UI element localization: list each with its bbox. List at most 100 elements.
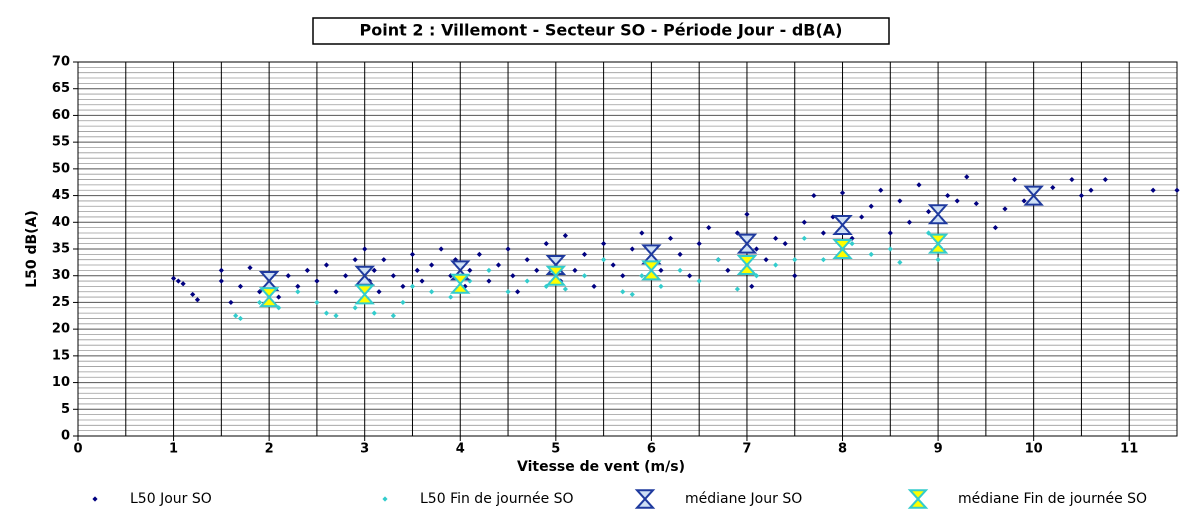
- marks: [170, 174, 1180, 322]
- point: [687, 273, 693, 279]
- legend-label: médiane Jour SO: [685, 491, 802, 507]
- point: [601, 257, 607, 263]
- point: [352, 305, 358, 311]
- point: [591, 283, 597, 289]
- y-tick-label: 45: [52, 188, 70, 203]
- median-marker: [641, 260, 662, 281]
- point: [419, 278, 425, 284]
- point: [925, 209, 932, 215]
- point: [992, 225, 999, 231]
- point: [534, 267, 540, 273]
- x-tick-label: 6: [647, 442, 656, 457]
- median-marker: [258, 287, 280, 308]
- point: [428, 289, 435, 295]
- point: [515, 289, 521, 295]
- point: [629, 246, 635, 252]
- point: [973, 200, 979, 207]
- point: [562, 233, 568, 239]
- point: [371, 267, 377, 273]
- title-box: [312, 17, 890, 45]
- point: [868, 251, 874, 257]
- point: [830, 214, 836, 220]
- median-marker: [736, 255, 758, 276]
- point: [744, 211, 750, 217]
- x-tick-label: 5: [551, 442, 560, 457]
- point: [476, 251, 482, 257]
- y-tick-label: 25: [52, 295, 70, 310]
- point: [878, 187, 884, 193]
- point: [849, 241, 855, 247]
- point: [715, 257, 721, 263]
- median-marker: [927, 233, 949, 254]
- point: [390, 313, 396, 319]
- point: [677, 267, 683, 273]
- x-tick-label: 1: [169, 442, 178, 457]
- point: [342, 273, 349, 279]
- point: [314, 299, 320, 306]
- point: [543, 283, 549, 289]
- point: [276, 294, 282, 300]
- point: [218, 278, 224, 284]
- median-marker: [832, 239, 853, 259]
- y-tick-label: 50: [52, 161, 70, 176]
- point: [1174, 187, 1180, 193]
- point: [763, 257, 769, 263]
- legend-symbol: [382, 496, 388, 502]
- point: [510, 273, 516, 279]
- point: [333, 289, 339, 295]
- point: [782, 241, 788, 247]
- point: [524, 257, 530, 263]
- x-tick-label: 4: [456, 442, 465, 457]
- point: [352, 257, 358, 263]
- y-tick-label: 30: [52, 268, 70, 283]
- point: [190, 291, 196, 298]
- point: [658, 267, 664, 273]
- point: [581, 251, 588, 257]
- median-marker: [450, 260, 471, 281]
- point: [1002, 206, 1008, 212]
- point: [667, 235, 674, 241]
- median-marker: [450, 273, 471, 294]
- point: [639, 230, 645, 236]
- x-tick-label: 9: [934, 442, 943, 457]
- y-tick-label: 65: [52, 81, 70, 96]
- point: [381, 257, 387, 263]
- point: [887, 230, 893, 236]
- median-marker: [1023, 185, 1044, 206]
- point: [725, 267, 731, 273]
- point: [467, 267, 473, 273]
- point: [773, 235, 779, 241]
- point: [964, 174, 970, 180]
- median-marker: [258, 271, 280, 292]
- point: [749, 283, 755, 289]
- point: [706, 225, 712, 231]
- point: [916, 182, 922, 188]
- x-tick-label: 11: [1120, 442, 1138, 457]
- y-tick-label: 35: [52, 242, 70, 257]
- x-tick-label: 8: [838, 442, 847, 457]
- point: [247, 265, 253, 271]
- point: [897, 259, 903, 265]
- point: [285, 273, 291, 279]
- point: [1069, 176, 1075, 183]
- point: [629, 291, 635, 298]
- legend-label: L50 Fin de journée SO: [420, 491, 574, 507]
- point: [304, 267, 310, 273]
- point: [935, 257, 941, 263]
- chart-title: Point 2 : Villemont - Secteur SO - Pério…: [360, 21, 843, 40]
- point: [543, 241, 549, 247]
- point: [390, 273, 396, 279]
- point: [486, 267, 492, 273]
- point: [887, 246, 893, 252]
- point: [428, 262, 435, 268]
- point: [696, 241, 702, 247]
- x-tick-label: 10: [1025, 442, 1043, 457]
- point: [400, 299, 406, 306]
- point: [194, 297, 201, 303]
- x-tick-label: 7: [742, 442, 751, 457]
- point: [753, 273, 760, 279]
- point: [945, 192, 951, 199]
- point: [495, 262, 502, 268]
